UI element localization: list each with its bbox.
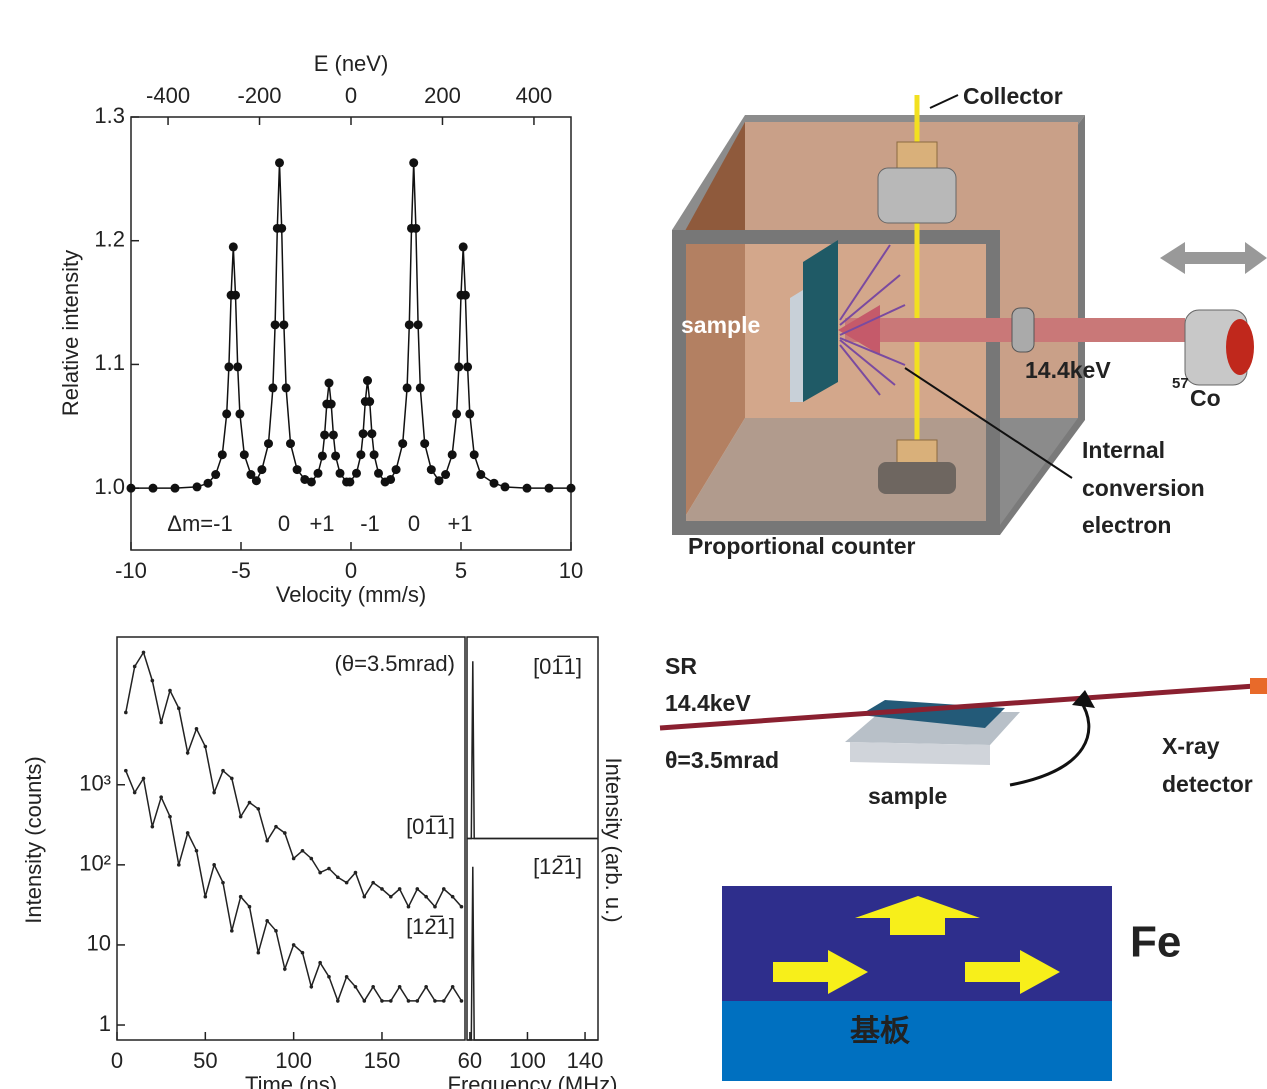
- x-tick-label: 100: [275, 1048, 312, 1073]
- label: X-ray: [1162, 733, 1220, 759]
- spectrum-line: [467, 866, 598, 1041]
- y-tick-label: 1: [99, 1011, 111, 1036]
- sr-beam: [659, 683, 1256, 731]
- spectrum-line: [467, 661, 598, 840]
- beam-head: [838, 305, 880, 355]
- label: SR: [665, 653, 697, 679]
- rotation-head: [1072, 690, 1095, 708]
- label: sample: [868, 783, 947, 809]
- x-axis-label: Velocity (mm/s): [276, 582, 426, 607]
- y-axis-label: Intensity (counts): [21, 756, 46, 924]
- grazing-diagram: SR 14.4keV θ=3.5mrad sample X-ray detect…: [659, 653, 1267, 809]
- motion-arrow: [1160, 242, 1267, 274]
- collector-bottom: [896, 439, 938, 466]
- transition-label: 0: [408, 511, 420, 536]
- x-tick-label: 60: [458, 1048, 482, 1073]
- y-tick-label: 1.2: [94, 227, 125, 252]
- plot-frame: [116, 636, 466, 1041]
- source: [1226, 319, 1254, 375]
- x-tick-label: 140: [567, 1048, 604, 1073]
- sample-block-front: [850, 742, 990, 765]
- y-tick-label: 1.0: [94, 474, 125, 499]
- label: Proportional counter: [688, 533, 916, 559]
- x-tick-label: 100: [509, 1048, 546, 1073]
- x-tick-label: 0: [345, 558, 357, 583]
- x-tick-label: 10: [559, 558, 583, 583]
- collector-base: [878, 462, 956, 494]
- x2-tick-label: -400: [146, 83, 190, 108]
- label: Internal: [1082, 437, 1165, 463]
- spin-arrow: [773, 950, 868, 994]
- label: sample: [681, 312, 760, 338]
- spin-arrow: [855, 896, 980, 935]
- label: detector: [1162, 771, 1253, 797]
- series-label: [12̅1]: [406, 914, 455, 939]
- x-axis-label: Frequency (MHz): [448, 1072, 618, 1089]
- y-tick-label: 10: [87, 931, 111, 956]
- annotation: (θ=3.5mrad): [335, 651, 455, 676]
- electrons: [839, 244, 906, 396]
- y-tick-label: 10³: [79, 771, 111, 796]
- x-tick-label: 150: [364, 1048, 401, 1073]
- label: θ=3.5mrad: [665, 747, 779, 773]
- film-diagram: Fe 基板: [722, 886, 1181, 1081]
- collector-pointer: [929, 94, 959, 109]
- spin-arrow: [965, 950, 1060, 994]
- detector: [1250, 678, 1267, 694]
- series-label: [01̅1]: [533, 654, 582, 679]
- x2-axis-label: E (neV): [314, 51, 389, 76]
- series-label: [01̅1]: [406, 814, 455, 839]
- transition-label: -1: [360, 511, 380, 536]
- label: 基板: [850, 1015, 910, 1048]
- x2-tick-label: -200: [238, 83, 282, 108]
- x-tick-label: 50: [193, 1048, 217, 1073]
- y-tick-label: 1.3: [94, 103, 125, 128]
- collector-ring: [877, 167, 957, 224]
- collector-top: [896, 141, 938, 171]
- series-label: [12̅1]: [533, 854, 582, 879]
- y-axis-label: Intensity (arb. u.): [601, 757, 626, 922]
- data-point: [275, 158, 284, 168]
- spectrum-line: [131, 162, 571, 489]
- slit: [1011, 307, 1035, 353]
- x-tick-label: 0: [111, 1048, 123, 1073]
- transition-label: Δm=-1: [167, 511, 232, 536]
- sample-face: [803, 240, 838, 402]
- x-tick-label: -5: [231, 558, 251, 583]
- box-left-wall: [680, 122, 745, 525]
- x2-tick-label: 200: [424, 83, 461, 108]
- label: 14.4keV: [665, 690, 751, 716]
- series-line: [125, 650, 463, 909]
- label: 57: [1172, 375, 1189, 392]
- electron-pointer: [904, 367, 1073, 479]
- label: electron: [1082, 512, 1171, 538]
- label: conversion: [1082, 475, 1205, 501]
- x2-tick-label: 400: [516, 83, 553, 108]
- label: 14.4keV: [1025, 357, 1111, 383]
- transition-label: 0: [278, 511, 290, 536]
- x2-tick-label: 0: [345, 83, 357, 108]
- substrate: [722, 1001, 1112, 1081]
- label: Co: [1190, 385, 1221, 411]
- transition-label: +1: [309, 511, 334, 536]
- rotation-arrow: [1009, 699, 1091, 787]
- y-tick-label: 1.1: [94, 350, 125, 375]
- y-tick-label: 10²: [79, 851, 111, 876]
- transition-label: +1: [447, 511, 472, 536]
- y-axis-label: Relative intensity: [58, 250, 83, 416]
- data-point: [409, 158, 419, 168]
- label: Fe: [1130, 918, 1181, 967]
- x-tick-label: -10: [115, 558, 147, 583]
- series-line: [125, 770, 463, 1004]
- data-point: [124, 710, 128, 715]
- x-axis-label: Time (ns): [245, 1072, 337, 1089]
- x-tick-label: 5: [455, 558, 467, 583]
- apparatus-diagram: Collector sample 14.4keV 57 Co Internal …: [672, 83, 1267, 559]
- label: Collector: [963, 83, 1063, 109]
- sample-edge: [790, 290, 803, 402]
